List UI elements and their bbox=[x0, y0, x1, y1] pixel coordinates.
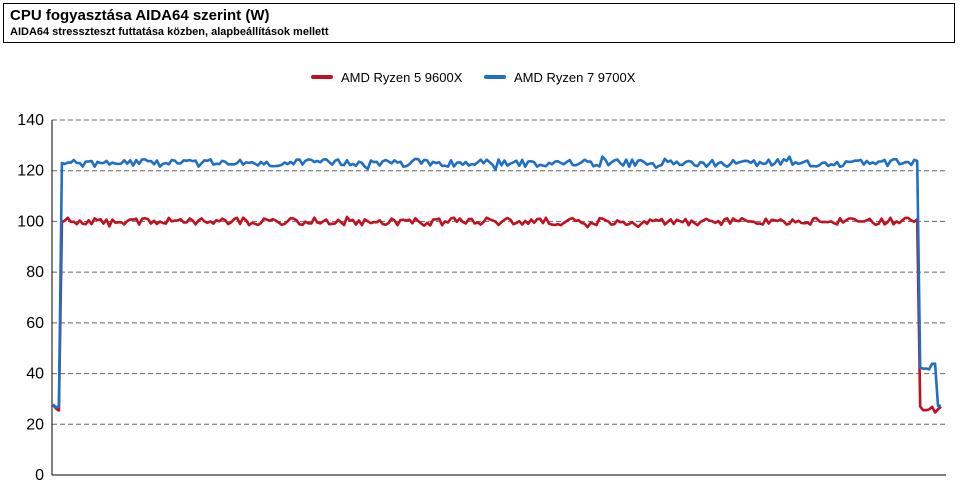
plot-lines bbox=[51, 155, 942, 414]
series-line-2 bbox=[52, 155, 942, 409]
y-tick-label: 20 bbox=[26, 416, 44, 433]
grid bbox=[51, 119, 946, 476]
y-tick-label: 140 bbox=[17, 112, 44, 129]
y-tick-label: 40 bbox=[26, 366, 44, 383]
y-tick-label: 80 bbox=[26, 264, 44, 281]
title-box: CPU fogyasztása AIDA64 szerint (W) AIDA6… bbox=[3, 3, 955, 43]
y-tick-label: 100 bbox=[17, 213, 44, 230]
series-line-1 bbox=[51, 215, 942, 414]
y-tick-label: 120 bbox=[17, 163, 44, 180]
chart-subtitle: AIDA64 stresszteszt futtatása közben, al… bbox=[10, 26, 329, 38]
legend: AMD Ryzen 5 9600X AMD Ryzen 7 9700X bbox=[311, 70, 636, 85]
y-tick-label: 60 bbox=[26, 315, 44, 332]
y-axis: 0 20 40 60 80 100 120 140 bbox=[17, 112, 44, 484]
legend-label-1: AMD Ryzen 5 9600X bbox=[341, 70, 463, 85]
legend-label-2: AMD Ryzen 7 9700X bbox=[514, 70, 636, 85]
y-tick-label: 0 bbox=[35, 467, 44, 484]
chart-title: CPU fogyasztása AIDA64 szerint (W) bbox=[10, 7, 270, 24]
